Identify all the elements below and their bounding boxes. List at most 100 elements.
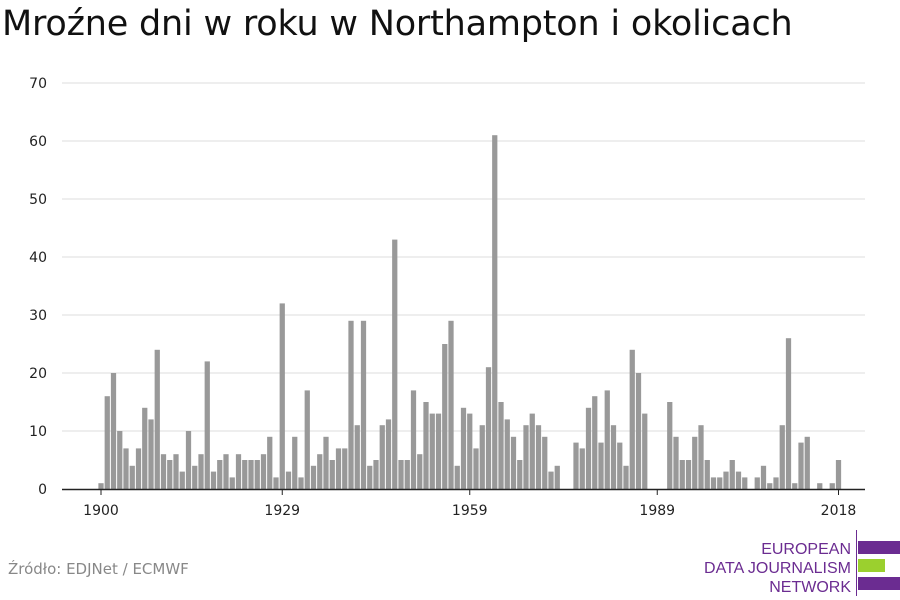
bar-1941 — [354, 425, 360, 489]
y-tick-label: 70 — [29, 76, 47, 92]
bar-1930 — [285, 471, 292, 489]
logo-line-3: NETWORK — [769, 579, 851, 596]
bar-1907 — [142, 407, 148, 489]
bar-1949 — [404, 460, 410, 489]
bar-1947 — [392, 239, 398, 489]
bar-1913 — [179, 471, 185, 489]
bar-1920 — [223, 454, 229, 489]
logo-line-1: EUROPEAN — [761, 541, 851, 558]
bar-1910 — [160, 454, 167, 489]
bar-1915 — [192, 465, 198, 489]
bar-1932 — [298, 477, 304, 489]
bar-2006 — [760, 465, 767, 489]
y-tick-label: 50 — [29, 192, 47, 208]
bar-1924 — [248, 460, 254, 489]
bar-1929 — [279, 303, 285, 489]
bar-1994 — [685, 460, 692, 489]
bar-1952 — [423, 402, 429, 489]
bar-1908 — [148, 419, 154, 489]
logo-line-2: DATA JOURNALISM — [704, 560, 851, 577]
bar-1918 — [210, 471, 217, 489]
bar-1993 — [679, 460, 685, 489]
bar-1965 — [504, 419, 510, 489]
bar-1936 — [323, 436, 329, 489]
bar-1922 — [235, 454, 242, 489]
bar-1903 — [117, 431, 123, 489]
bar-1996 — [698, 425, 704, 489]
bar-1909 — [154, 349, 160, 489]
bar-1906 — [135, 448, 142, 489]
bar-1935 — [317, 454, 323, 489]
bar-1948 — [398, 460, 404, 489]
bars — [98, 135, 842, 489]
bar-1995 — [692, 436, 698, 489]
bar-2011 — [792, 483, 798, 489]
bar-1961 — [479, 425, 485, 489]
logo-divider — [856, 530, 857, 596]
x-axis-ticks: 1900 1929 1959 1989 2018 — [83, 489, 856, 519]
bar-2012 — [798, 442, 804, 489]
x-tick-label: 1900 — [83, 503, 119, 519]
bar-1970 — [535, 425, 542, 489]
logo-bar-middle — [858, 559, 885, 572]
bar-1987 — [642, 413, 648, 489]
y-tick-label: 10 — [29, 424, 47, 440]
bar-1933 — [304, 390, 310, 489]
bar-1982 — [610, 425, 617, 489]
y-tick-label: 40 — [29, 250, 47, 266]
bar-1960 — [473, 448, 479, 489]
bar-1956 — [448, 320, 454, 489]
bar-1911 — [167, 460, 173, 489]
bar-2003 — [742, 477, 748, 489]
bar-1955 — [442, 344, 448, 489]
bar-1972 — [548, 471, 554, 489]
bar-1916 — [198, 454, 204, 489]
bar-1963 — [492, 135, 498, 489]
bar-1938 — [335, 448, 342, 489]
bar-1997 — [704, 460, 710, 489]
bar-1914 — [185, 431, 192, 489]
bar-1951 — [417, 454, 423, 489]
bar-1979 — [592, 396, 598, 489]
bar-1992 — [673, 436, 679, 489]
bar-1921 — [229, 477, 235, 489]
x-tick-label: 1989 — [639, 503, 675, 519]
logo-bar-bottom — [858, 577, 900, 590]
bar-1925 — [254, 460, 260, 489]
bar-1984 — [623, 465, 629, 489]
bar-1905 — [129, 465, 135, 489]
gridlines — [62, 82, 865, 432]
bar-1917 — [204, 361, 210, 489]
bar-1976 — [573, 442, 579, 489]
bar-1944 — [373, 460, 379, 489]
edjnet-logo: EUROPEAN DATA JOURNALISM NETWORK — [700, 530, 900, 598]
bar-2002 — [735, 471, 742, 489]
bar-1902 — [110, 373, 117, 489]
bar-1983 — [617, 442, 623, 489]
y-tick-label: 30 — [29, 308, 47, 324]
y-tick-label: 20 — [29, 366, 47, 382]
bar-1981 — [604, 390, 610, 489]
bar-1923 — [242, 460, 248, 489]
bar-1999 — [717, 477, 723, 489]
logo-bar-top — [858, 541, 900, 554]
bar-1919 — [217, 460, 223, 489]
bar-2009 — [779, 425, 785, 489]
bar-1942 — [360, 320, 367, 489]
bar-1928 — [273, 477, 279, 489]
bar-1912 — [173, 454, 179, 489]
bar-2013 — [804, 436, 810, 489]
bar-1926 — [260, 454, 267, 489]
bar-1927 — [267, 436, 273, 489]
bar-1957 — [454, 465, 460, 489]
bar-1968 — [523, 425, 529, 489]
bar-1991 — [667, 402, 673, 489]
bar-1969 — [529, 413, 535, 489]
bar-1904 — [123, 448, 129, 489]
bar-2018 — [835, 460, 842, 489]
bar-1900 — [98, 483, 104, 489]
bar-1998 — [710, 477, 717, 489]
bar-1986 — [635, 373, 642, 489]
bar-1934 — [310, 465, 317, 489]
bar-1958 — [460, 407, 467, 489]
